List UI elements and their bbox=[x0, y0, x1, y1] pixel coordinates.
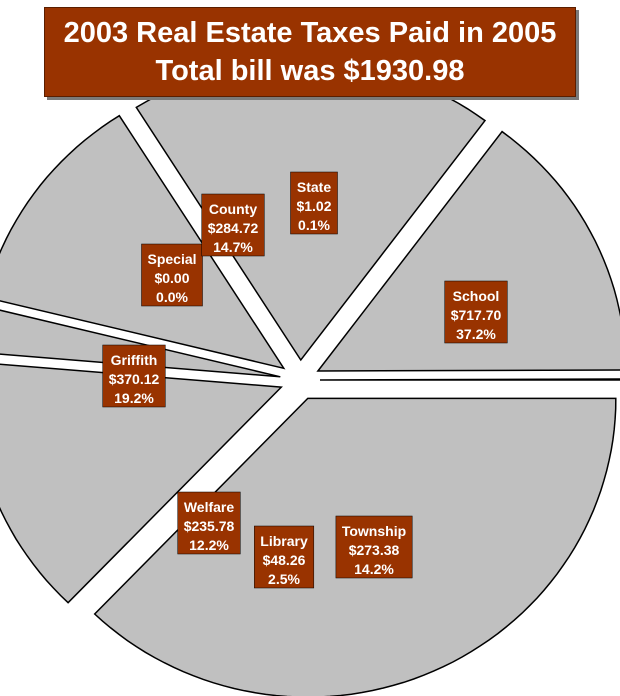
slice-welfare bbox=[0, 114, 286, 370]
label-name-welfare: Welfare bbox=[184, 499, 235, 515]
label-box-county bbox=[201, 193, 265, 257]
label-percent-griffith: 19.2% bbox=[114, 390, 154, 406]
label-county: County $284.72 14.7% bbox=[201, 193, 265, 257]
label-percent-county: 14.7% bbox=[213, 239, 253, 255]
label-box-state bbox=[290, 171, 338, 235]
chart-title-box: 2003 Real Estate Taxes Paid in 2005 Tota… bbox=[44, 7, 576, 97]
label-percent-special: 0.0% bbox=[156, 289, 188, 305]
label-box-library bbox=[254, 525, 315, 589]
label-box-griffith bbox=[102, 344, 166, 408]
label-special: Special $0.00 0.0% bbox=[141, 243, 203, 307]
label-name-county: County bbox=[209, 201, 257, 217]
chart-subtitle: Total bill was $1930.98 bbox=[155, 55, 465, 87]
label-amount-welfare: $235.78 bbox=[184, 518, 235, 534]
label-amount-county: $284.72 bbox=[208, 220, 259, 236]
label-box-welfare bbox=[177, 491, 241, 555]
label-welfare: Welfare $235.78 12.2% bbox=[177, 491, 241, 555]
pie-labels: School $717.70 37.2% Township $273.38 14.2% Li… bbox=[102, 171, 508, 589]
label-amount-school: $717.70 bbox=[451, 307, 502, 323]
label-percent-school: 37.2% bbox=[456, 326, 496, 342]
label-amount-township: $273.38 bbox=[349, 542, 400, 558]
label-school: School $717.70 37.2% bbox=[444, 280, 508, 344]
label-library: Library $48.26 2.5% bbox=[254, 525, 315, 589]
pie-slices bbox=[0, 60, 620, 696]
label-amount-state: $1.02 bbox=[296, 198, 331, 214]
label-percent-library: 2.5% bbox=[268, 571, 300, 587]
label-amount-griffith: $370.12 bbox=[109, 371, 160, 387]
chart-title: 2003 Real Estate Taxes Paid in 2005 bbox=[63, 17, 557, 49]
label-box-special bbox=[141, 243, 203, 307]
slice-state bbox=[319, 378, 620, 381]
slice-library bbox=[0, 309, 281, 378]
label-amount-library: $48.26 bbox=[263, 552, 306, 568]
label-name-school: School bbox=[453, 288, 500, 304]
label-amount-special: $0.00 bbox=[154, 270, 189, 286]
label-name-state: State bbox=[297, 179, 331, 195]
label-township: Township $273.38 14.2% bbox=[335, 515, 413, 579]
label-griffith: Griffith $370.12 19.2% bbox=[102, 344, 166, 408]
label-percent-welfare: 12.2% bbox=[189, 537, 229, 553]
slice-township bbox=[0, 363, 283, 604]
label-percent-township: 14.2% bbox=[354, 561, 394, 577]
label-box-school bbox=[444, 280, 508, 344]
label-state: State $1.02 0.1% bbox=[290, 171, 338, 235]
label-box-township bbox=[335, 515, 413, 579]
slice-county bbox=[316, 130, 620, 372]
label-name-griffith: Griffith bbox=[111, 352, 158, 368]
label-name-library: Library bbox=[260, 533, 308, 549]
label-name-special: Special bbox=[147, 251, 196, 267]
label-percent-state: 0.1% bbox=[298, 217, 330, 233]
label-name-township: Township bbox=[342, 523, 406, 539]
